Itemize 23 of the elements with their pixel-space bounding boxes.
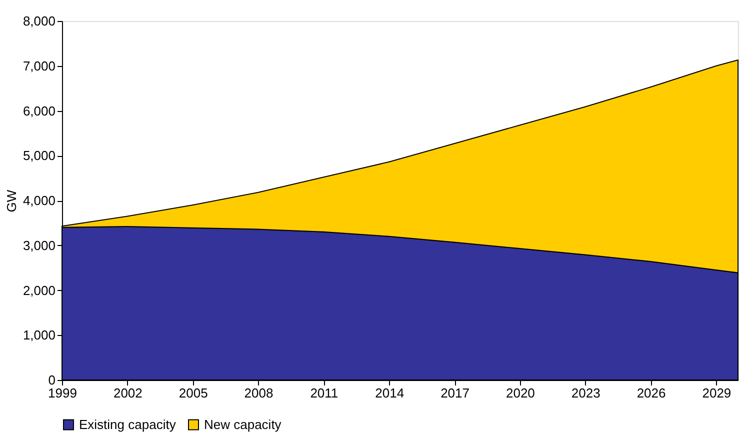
y-tick-label: 1,000 (22, 328, 56, 343)
x-tick-label: 2029 (702, 386, 732, 400)
y-tick-label: 4,000 (22, 193, 56, 208)
y-tick-label: 2,000 (22, 282, 56, 298)
legend-label: Existing capacity (79, 416, 176, 432)
y-tick-label: 7,000 (22, 58, 56, 74)
x-tick-label: 2008 (244, 386, 274, 400)
legend-label: New capacity (204, 416, 282, 432)
x-tick-label: 2011 (310, 386, 338, 400)
x-tick-label: 2017 (440, 386, 470, 400)
x-tick-label: 2002 (113, 386, 142, 400)
x-tick-label: 1999 (48, 386, 77, 400)
x-tick-label: 2026 (636, 386, 666, 400)
x-tick-label: 2005 (178, 386, 208, 400)
x-tick-label: 2014 (375, 386, 404, 400)
x-tick-label: 2020 (506, 386, 535, 400)
y-tick-label: 8,000 (22, 14, 56, 28)
y-axis-title: GW (4, 189, 19, 212)
x-tick-label: 2023 (571, 386, 600, 400)
y-tick-label: 5,000 (22, 148, 56, 164)
y-tick-label: 6,000 (22, 103, 56, 118)
y-tick-label: 3,000 (22, 238, 56, 253)
y-tick-label: 0 (48, 372, 56, 388)
